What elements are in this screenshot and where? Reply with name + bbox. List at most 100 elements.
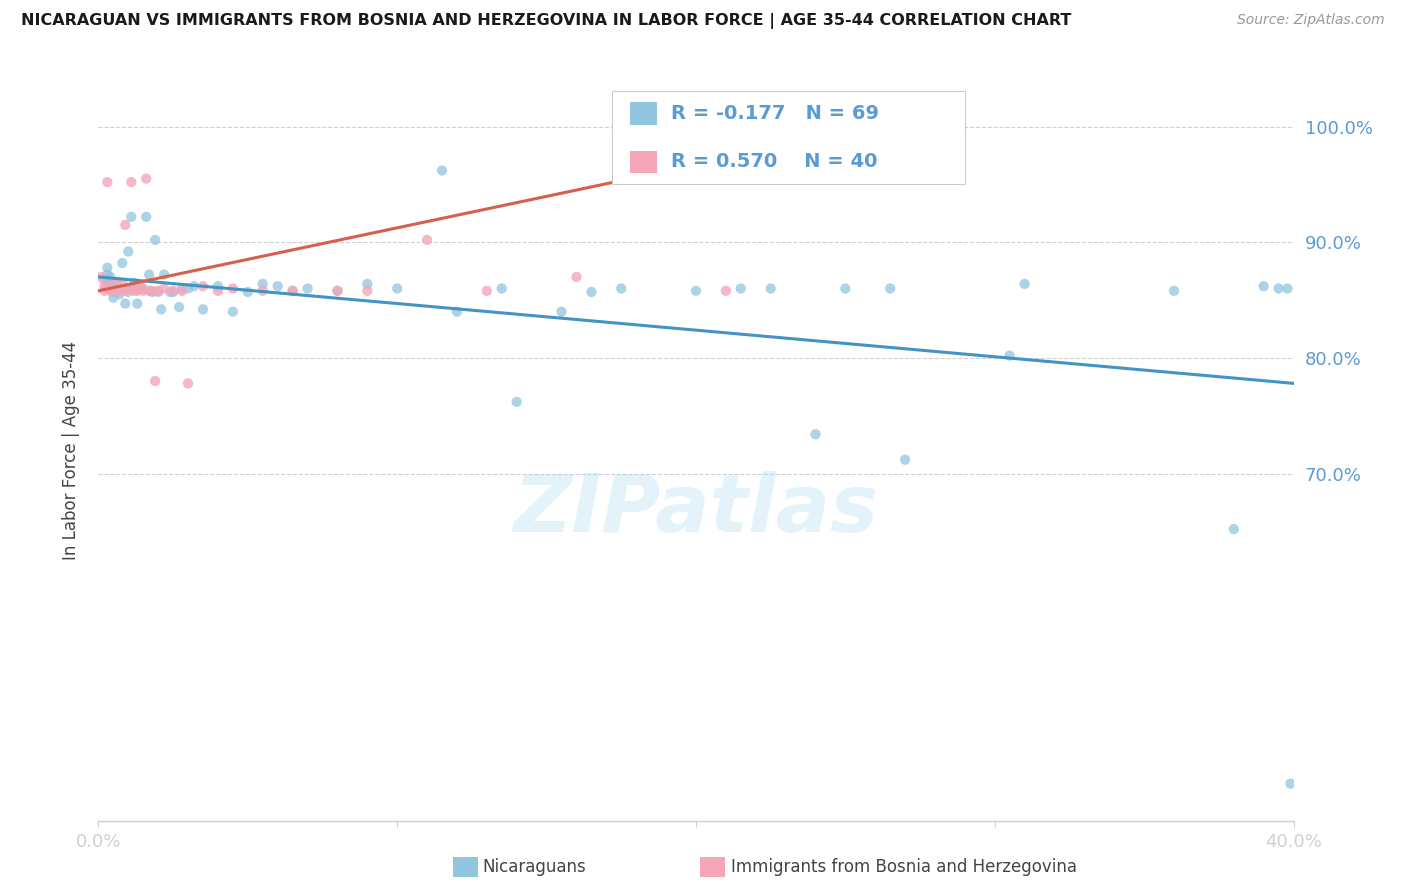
Point bbox=[207, 284, 229, 298]
Point bbox=[135, 171, 157, 186]
Point bbox=[93, 279, 115, 293]
Point bbox=[124, 276, 146, 290]
Text: Immigrants from Bosnia and Herzegovina: Immigrants from Bosnia and Herzegovina bbox=[731, 858, 1077, 876]
Point bbox=[714, 284, 737, 298]
Text: Nicaraguans: Nicaraguans bbox=[482, 858, 586, 876]
Point bbox=[114, 284, 136, 298]
Point bbox=[138, 268, 160, 282]
Point bbox=[385, 281, 409, 295]
Point bbox=[153, 281, 176, 295]
Point bbox=[475, 284, 498, 298]
Point bbox=[120, 281, 142, 295]
Point bbox=[127, 284, 149, 298]
Point bbox=[96, 276, 118, 290]
Point bbox=[685, 284, 707, 298]
Point bbox=[143, 233, 166, 247]
Point bbox=[1279, 776, 1302, 790]
Point bbox=[167, 300, 190, 314]
Point bbox=[640, 154, 662, 169]
Point bbox=[100, 284, 122, 298]
Point bbox=[108, 287, 131, 301]
Point bbox=[267, 279, 290, 293]
Point bbox=[1277, 281, 1299, 295]
Point bbox=[111, 276, 134, 290]
Point bbox=[96, 260, 118, 275]
FancyBboxPatch shape bbox=[630, 151, 657, 173]
Point bbox=[114, 296, 136, 310]
Point bbox=[730, 281, 752, 295]
Point bbox=[132, 284, 155, 298]
Point bbox=[96, 175, 118, 189]
Point bbox=[103, 276, 125, 290]
Point bbox=[172, 284, 194, 298]
Point bbox=[129, 281, 152, 295]
Point bbox=[326, 284, 349, 298]
Point bbox=[105, 276, 128, 290]
Text: R = -0.177   N = 69: R = -0.177 N = 69 bbox=[671, 104, 879, 123]
Point bbox=[117, 281, 139, 295]
Point bbox=[1223, 522, 1246, 536]
Point bbox=[111, 256, 134, 270]
Point bbox=[834, 281, 856, 295]
Point bbox=[96, 281, 118, 295]
Text: ZIPatlas: ZIPatlas bbox=[513, 471, 879, 549]
Point bbox=[281, 284, 304, 298]
Point bbox=[132, 281, 155, 295]
Point bbox=[565, 269, 588, 284]
Point bbox=[430, 163, 453, 178]
Point bbox=[1014, 277, 1036, 291]
Point bbox=[129, 279, 152, 293]
Point bbox=[894, 452, 917, 467]
Point bbox=[491, 281, 513, 295]
Point bbox=[117, 244, 139, 259]
Point bbox=[281, 284, 304, 298]
Point bbox=[96, 268, 118, 282]
Point bbox=[191, 302, 214, 317]
Point bbox=[103, 291, 125, 305]
Point bbox=[446, 304, 468, 318]
Point bbox=[506, 395, 529, 409]
Point bbox=[759, 281, 782, 295]
Point bbox=[326, 284, 349, 298]
Point bbox=[108, 284, 131, 298]
FancyBboxPatch shape bbox=[613, 91, 965, 184]
Point bbox=[177, 376, 200, 391]
Point bbox=[610, 281, 633, 295]
Point bbox=[93, 284, 115, 298]
Point bbox=[148, 284, 170, 298]
Point bbox=[998, 349, 1021, 363]
Point bbox=[356, 277, 378, 291]
Point bbox=[416, 233, 439, 247]
Point bbox=[120, 175, 142, 189]
Point bbox=[162, 285, 184, 299]
Point bbox=[159, 285, 181, 299]
Point bbox=[162, 284, 184, 298]
Point bbox=[120, 210, 142, 224]
Point bbox=[117, 285, 139, 299]
Point bbox=[143, 374, 166, 388]
Point bbox=[124, 284, 146, 298]
Point bbox=[124, 281, 146, 295]
Point bbox=[114, 218, 136, 232]
Point bbox=[183, 279, 205, 293]
Point bbox=[141, 284, 163, 298]
Point bbox=[138, 284, 160, 298]
Point bbox=[100, 279, 122, 293]
Point bbox=[108, 281, 131, 295]
Point bbox=[172, 281, 194, 295]
Point bbox=[356, 284, 378, 298]
Text: Source: ZipAtlas.com: Source: ZipAtlas.com bbox=[1237, 13, 1385, 28]
Point bbox=[177, 281, 200, 295]
Point bbox=[105, 284, 128, 298]
Point bbox=[236, 285, 259, 299]
FancyBboxPatch shape bbox=[630, 103, 657, 125]
Point bbox=[90, 269, 112, 284]
Point bbox=[879, 281, 901, 295]
Point bbox=[581, 285, 603, 299]
Point bbox=[222, 281, 245, 295]
Point bbox=[1253, 279, 1275, 293]
Point bbox=[135, 210, 157, 224]
Point bbox=[1267, 281, 1289, 295]
Point bbox=[252, 284, 274, 298]
Point bbox=[127, 296, 149, 310]
